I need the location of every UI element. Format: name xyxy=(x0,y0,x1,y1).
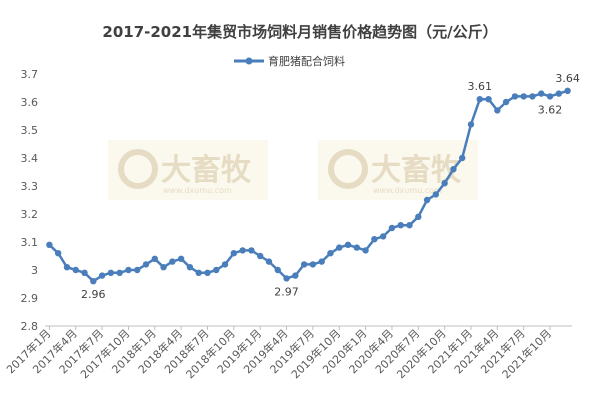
data-point xyxy=(502,98,510,106)
data-point xyxy=(450,166,457,173)
y-tick-label: 3.3 xyxy=(21,180,39,193)
data-point xyxy=(379,233,387,240)
data-point xyxy=(213,266,220,274)
data-point xyxy=(336,244,343,251)
data-point xyxy=(221,261,229,268)
data-point xyxy=(63,264,71,271)
y-tick-label: 2.8 xyxy=(21,320,39,333)
data-point xyxy=(169,258,176,265)
data-point xyxy=(177,255,185,262)
watermark-right-brand: 大畜牧 xyxy=(371,153,462,188)
data-point xyxy=(353,244,361,251)
y-tick-label: 3.4 xyxy=(21,152,39,165)
data-point xyxy=(46,241,53,248)
data-point xyxy=(274,266,281,274)
data-point xyxy=(125,266,132,274)
data-point xyxy=(441,180,448,187)
y-tick-label: 3.5 xyxy=(21,124,39,137)
data-point xyxy=(283,275,290,282)
data-point xyxy=(195,269,202,276)
data-point xyxy=(538,90,545,97)
data-point xyxy=(256,252,264,260)
data-point xyxy=(72,266,79,274)
watermark-left-brand: 大畜牧 xyxy=(161,153,252,188)
data-point xyxy=(520,93,527,100)
data-point xyxy=(459,154,466,162)
data-point xyxy=(81,269,88,276)
y-tick-label: 3 xyxy=(31,264,38,277)
data-point xyxy=(116,269,123,276)
data-point xyxy=(292,272,299,279)
y-tick-label: 3.2 xyxy=(21,208,39,221)
plot-area xyxy=(46,87,571,285)
data-point xyxy=(239,247,246,254)
data-point xyxy=(151,255,158,262)
data-label: 3.61 xyxy=(468,80,493,93)
data-label: 2.96 xyxy=(81,288,106,301)
y-tick-label: 3.7 xyxy=(21,68,39,81)
watermark-left-logo-icon xyxy=(118,149,158,189)
data-point xyxy=(564,87,571,95)
data-label: 3.64 xyxy=(555,72,580,85)
legend: 育肥猪配合饲料 xyxy=(234,54,345,68)
data-point xyxy=(309,261,317,268)
data-label: 3.62 xyxy=(538,103,563,116)
data-point xyxy=(415,213,422,220)
data-point xyxy=(186,264,194,271)
watermark-right-url: www.dxumu.com xyxy=(373,186,442,195)
data-label: 2.97 xyxy=(274,285,299,298)
data-point xyxy=(546,93,554,100)
legend-marker xyxy=(245,57,253,65)
watermark-left-url: www.dxumu.com xyxy=(163,186,232,195)
data-point xyxy=(300,261,308,268)
x-axis: 2017年1月2017年4月2017年7月2017年10月2018年1月2018… xyxy=(3,326,554,381)
data-point xyxy=(406,222,413,229)
y-axis: 2.8 2.9 3 3.1 3.2 3.3 3.4 3.5 3.6 3.7 xyxy=(21,68,39,333)
data-point xyxy=(142,261,150,268)
data-point xyxy=(432,191,440,198)
watermark-left: 大畜牧 www.dxumu.com xyxy=(108,140,268,200)
data-point xyxy=(467,121,475,128)
data-point xyxy=(90,278,97,285)
y-tick-label: 2.9 xyxy=(21,292,39,305)
data-point xyxy=(318,258,325,265)
data-point xyxy=(134,266,141,274)
data-point xyxy=(160,264,167,271)
data-point xyxy=(107,269,115,276)
data-point xyxy=(248,247,255,254)
data-point xyxy=(265,258,273,265)
data-point xyxy=(98,272,106,279)
y-tick-label: 3.6 xyxy=(21,96,39,109)
data-point xyxy=(529,93,536,100)
y-tick-label: 3.1 xyxy=(21,236,39,249)
data-point xyxy=(494,107,501,114)
data-point xyxy=(362,247,369,254)
data-point xyxy=(555,90,563,97)
data-point xyxy=(423,196,431,204)
data-point xyxy=(204,269,211,276)
data-labels: 2.96 2.97 3.61 3.62 3.64 xyxy=(81,72,580,301)
data-point xyxy=(485,96,492,103)
data-point xyxy=(371,236,378,243)
chart-title: 2017-2021年集贸市场饲料月销售价格趋势图（元/公斤） xyxy=(102,23,497,41)
data-point xyxy=(388,224,396,232)
data-point xyxy=(230,250,238,257)
data-point xyxy=(397,222,404,229)
data-point xyxy=(54,250,62,257)
watermark-right-logo-icon xyxy=(328,149,368,189)
data-point xyxy=(344,241,352,248)
data-point xyxy=(511,93,519,100)
data-point xyxy=(476,96,483,103)
data-point xyxy=(327,250,334,257)
legend-label: 育肥猪配合饲料 xyxy=(268,54,345,68)
